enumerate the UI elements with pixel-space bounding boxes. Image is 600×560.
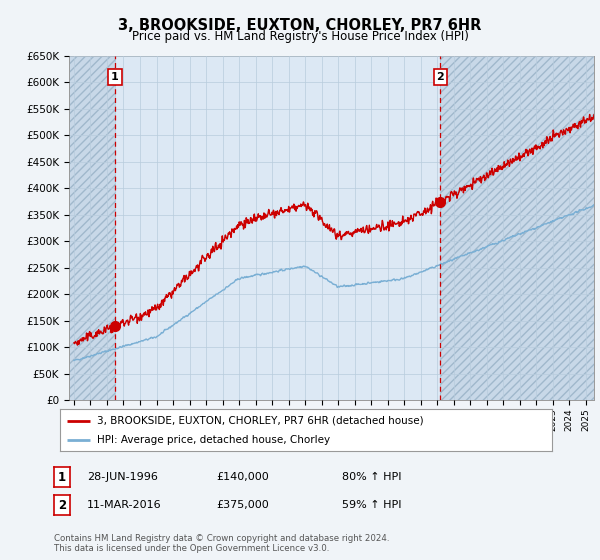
Text: 11-MAR-2016: 11-MAR-2016: [87, 500, 161, 510]
Text: 1: 1: [58, 470, 66, 484]
Text: £375,000: £375,000: [216, 500, 269, 510]
Bar: [69, 56, 115, 400]
Text: Price paid vs. HM Land Registry's House Price Index (HPI): Price paid vs. HM Land Registry's House …: [131, 30, 469, 43]
Text: £140,000: £140,000: [216, 472, 269, 482]
Text: 28-JUN-1996: 28-JUN-1996: [87, 472, 158, 482]
Bar: [440, 56, 594, 400]
Text: Contains HM Land Registry data © Crown copyright and database right 2024.
This d: Contains HM Land Registry data © Crown c…: [54, 534, 389, 553]
Text: 80% ↑ HPI: 80% ↑ HPI: [342, 472, 401, 482]
Text: 2: 2: [58, 498, 66, 512]
Text: 1: 1: [111, 72, 119, 82]
Text: 2: 2: [436, 72, 444, 82]
Text: 3, BROOKSIDE, EUXTON, CHORLEY, PR7 6HR (detached house): 3, BROOKSIDE, EUXTON, CHORLEY, PR7 6HR (…: [97, 416, 424, 426]
Text: HPI: Average price, detached house, Chorley: HPI: Average price, detached house, Chor…: [97, 435, 330, 445]
Text: 59% ↑ HPI: 59% ↑ HPI: [342, 500, 401, 510]
Text: 3, BROOKSIDE, EUXTON, CHORLEY, PR7 6HR: 3, BROOKSIDE, EUXTON, CHORLEY, PR7 6HR: [118, 18, 482, 32]
